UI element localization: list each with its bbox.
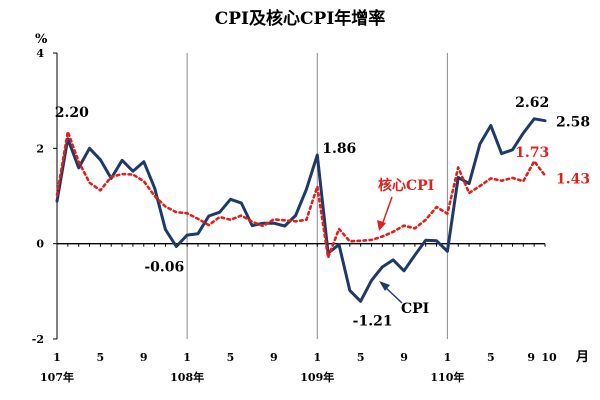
data-label: 2.62: [515, 95, 549, 111]
x-tick-label: 9: [527, 351, 535, 364]
y-tick-label: 0: [36, 238, 44, 251]
cpi-arrow-shaft: [383, 285, 403, 304]
year-label: 110年: [430, 370, 464, 384]
data-label: 2.20: [55, 105, 89, 121]
data-label: 1.86: [322, 141, 356, 157]
data-labels: 2.20 -0.06 1.86 -1.21 2.62 2.58 1.73 1.43 核心CPI C…: [55, 95, 590, 330]
chart-title: CPI及核心CPI年增率: [215, 8, 386, 29]
x-tick-label: 9: [400, 351, 408, 364]
core-cpi-line: [55, 130, 547, 259]
data-label: 2.58: [556, 115, 590, 131]
x-tick-label: 1: [53, 351, 61, 364]
x-tick-label: 10: [541, 351, 557, 364]
data-label: -1.21: [353, 313, 393, 329]
cpi-series-label: CPI: [401, 301, 429, 317]
data-label: -0.06: [144, 260, 184, 276]
x-tick-label: 1: [444, 351, 452, 364]
year-label: 108年: [170, 370, 204, 384]
x-tick-label: 5: [487, 351, 495, 364]
core-cpi-arrow-head: [377, 220, 386, 231]
y-tick-label: 4: [36, 47, 44, 60]
x-unit-label: 月: [575, 350, 589, 365]
data-label: 1.73: [515, 145, 549, 161]
x-tick-label: 5: [357, 351, 365, 364]
y-tick-label: 2: [36, 142, 44, 155]
x-tick-label: 5: [227, 351, 235, 364]
x-tick-label: 1: [183, 351, 191, 364]
cpi-line: [55, 117, 547, 303]
y-tick-label: -2: [32, 333, 44, 346]
y-unit-label: %: [35, 32, 48, 47]
year-label: 107年: [40, 370, 74, 384]
x-tick-label: 5: [97, 351, 105, 364]
cpi-arrow-head: [379, 281, 390, 291]
x-tick-label: 1: [313, 351, 321, 364]
year-dividers: [186, 53, 448, 339]
series-lines: [55, 117, 547, 303]
year-label: 109年: [300, 370, 334, 384]
x-tick-label: 9: [140, 351, 148, 364]
data-label: 1.43: [556, 172, 590, 188]
core-cpi-series-label: 核心CPI: [378, 177, 434, 194]
x-tick-label: 9: [270, 351, 278, 364]
core-cpi-arrow-shaft: [381, 196, 393, 226]
